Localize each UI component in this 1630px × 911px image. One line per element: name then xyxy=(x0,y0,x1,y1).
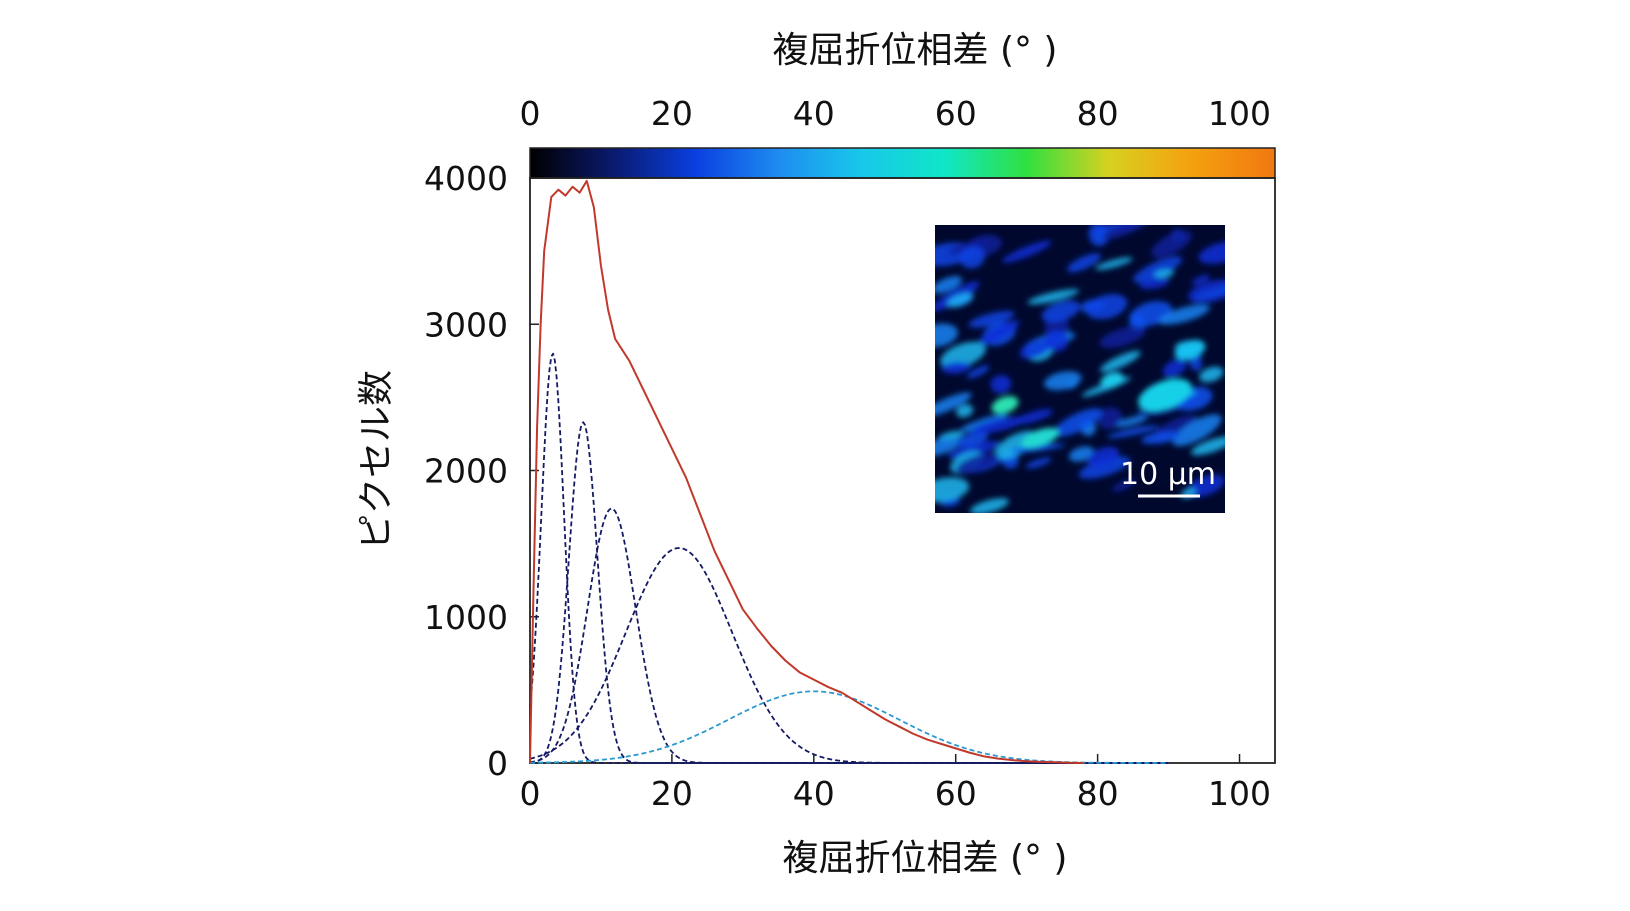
colorbar-tick-label: 20 xyxy=(651,94,693,133)
colorbar-tick-label: 60 xyxy=(935,94,977,133)
x-axis-title: 複屈折位相差 (° ) xyxy=(783,838,1068,879)
colorbar-tick-labels: 0 20 40 60 80 100 xyxy=(520,94,1272,133)
gaussian-fit-line xyxy=(529,547,1169,764)
x-tick-label: 20 xyxy=(651,774,693,813)
x-tick-label: 40 xyxy=(793,774,835,813)
gaussian-fit-line xyxy=(529,690,1169,764)
y-tick-label: 4000 xyxy=(424,159,508,198)
x-tick-label: 100 xyxy=(1208,774,1271,813)
gaussian-fit-line xyxy=(529,507,1169,764)
colorbar-tick-label: 0 xyxy=(520,94,541,133)
x-axis-ticks: 0 20 40 60 80 100 xyxy=(520,754,1271,813)
colorbar-tick-label: 80 xyxy=(1077,94,1119,133)
x-tick-label: 60 xyxy=(935,774,977,813)
y-tick-label: 0 xyxy=(487,744,508,783)
colorbar xyxy=(529,147,1276,179)
y-tick-label: 3000 xyxy=(424,305,508,344)
x-tick-label: 80 xyxy=(1077,774,1119,813)
scale-bar-label: 10 µm xyxy=(1120,457,1216,492)
y-tick-label: 2000 xyxy=(424,452,508,491)
colorbar-tick-label: 100 xyxy=(1208,94,1271,133)
y-axis-ticks: 0 1000 2000 3000 4000 xyxy=(424,159,539,783)
x-tick-label: 0 xyxy=(520,774,541,813)
y-axis-title: ピクセル数 xyxy=(356,370,397,550)
y-tick-label: 1000 xyxy=(424,598,508,637)
histogram-line xyxy=(529,179,1084,764)
series-layer xyxy=(529,179,1169,764)
colorbar-title: 複屈折位相差 (° ) xyxy=(773,30,1058,71)
inset-image: 10 µm xyxy=(935,225,1225,513)
colorbar-tick-label: 40 xyxy=(793,94,835,133)
gaussian-fit-line xyxy=(529,352,1169,764)
